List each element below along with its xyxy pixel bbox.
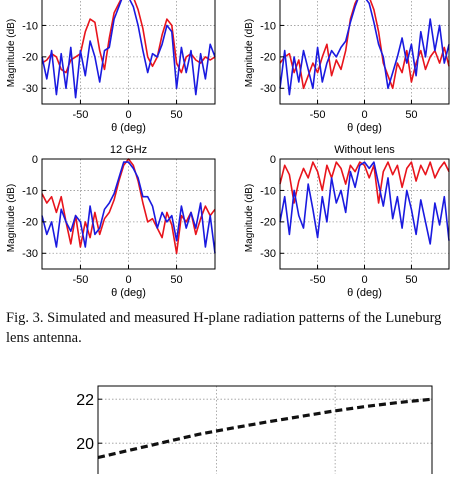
x-tick-label: 0 <box>125 109 131 121</box>
series-line-blue <box>41 0 216 99</box>
x-axis-label: θ (deg) <box>347 122 382 134</box>
x-tick-label: -50 <box>72 274 88 286</box>
chart-panel-2: -10 -20 -30 -50 0 50 θ (deg) Magnitude (dB) <box>244 0 450 134</box>
x-tick-label: -50 <box>310 274 326 286</box>
plot-area <box>42 159 215 269</box>
x-tick-label: -50 <box>310 109 326 121</box>
chart-panel-4: 0 -10 -20 -30 -50 0 50 θ (deg) Magnitude (dB) Wit… <box>244 144 450 299</box>
x-tick-label: 0 <box>361 109 367 121</box>
y-axis-label: Magnitude (dB) <box>6 184 17 252</box>
series-line-red <box>279 161 450 204</box>
y-tick-label: -30 <box>22 83 38 95</box>
x-axis-label: θ (deg) <box>347 287 382 299</box>
y-tick-label: -20 <box>22 52 38 64</box>
y-axis-label: Magnitude (dB) <box>6 19 17 87</box>
y-tick-label: -10 <box>22 185 38 197</box>
y-tick-label: -30 <box>22 248 38 260</box>
series-line-red <box>41 0 216 74</box>
y-tick-label: -20 <box>260 217 276 229</box>
figure-caption: Fig. 3. Simulated and measured H-plane r… <box>6 310 442 346</box>
chart-title: Without lens <box>334 144 395 156</box>
y-tick-label: 22 <box>76 392 94 409</box>
y-tick-label: -30 <box>260 248 276 260</box>
y-tick-label: 0 <box>270 154 276 166</box>
series-line-red <box>279 0 450 90</box>
y-tick-label: 20 <box>76 436 94 453</box>
x-tick-label: 0 <box>361 274 367 286</box>
series-line-blue <box>279 0 450 96</box>
x-tick-label: -50 <box>72 109 88 121</box>
plot-area <box>98 386 432 479</box>
chart-panel-3: 0 -10 -20 -30 -50 0 50 θ (deg) Magnitude (dB) 12 … <box>6 144 216 299</box>
chart-title: 12 GHz <box>110 144 147 156</box>
plot-frame <box>97 385 433 479</box>
y-axis-label: Magnitude (dB) <box>244 19 255 87</box>
y-axis-label: Magnitude (dB) <box>244 184 255 252</box>
y-tick-label: -10 <box>260 185 276 197</box>
y-tick-label: -20 <box>260 52 276 64</box>
x-tick-label: 50 <box>170 109 182 121</box>
series-line-black <box>97 397 433 460</box>
x-axis-label: θ (deg) <box>111 287 146 299</box>
chart-panel-1: -10 -20 -30 -50 0 50 θ (deg) Magnitude (dB) <box>6 0 216 134</box>
x-tick-label: 50 <box>170 274 182 286</box>
x-tick-label: 50 <box>405 274 417 286</box>
series-line-blue <box>279 161 450 245</box>
series-line-blue <box>41 161 216 254</box>
y-tick-label: -10 <box>260 20 276 32</box>
y-tick-label: 0 <box>32 154 38 166</box>
x-tick-label: 0 <box>125 274 131 286</box>
y-tick-label: -10 <box>22 20 38 32</box>
y-tick-label: -20 <box>22 217 38 229</box>
x-axis-label: θ (deg) <box>111 122 146 134</box>
y-tick-label: -30 <box>260 83 276 95</box>
x-tick-label: 50 <box>405 109 417 121</box>
